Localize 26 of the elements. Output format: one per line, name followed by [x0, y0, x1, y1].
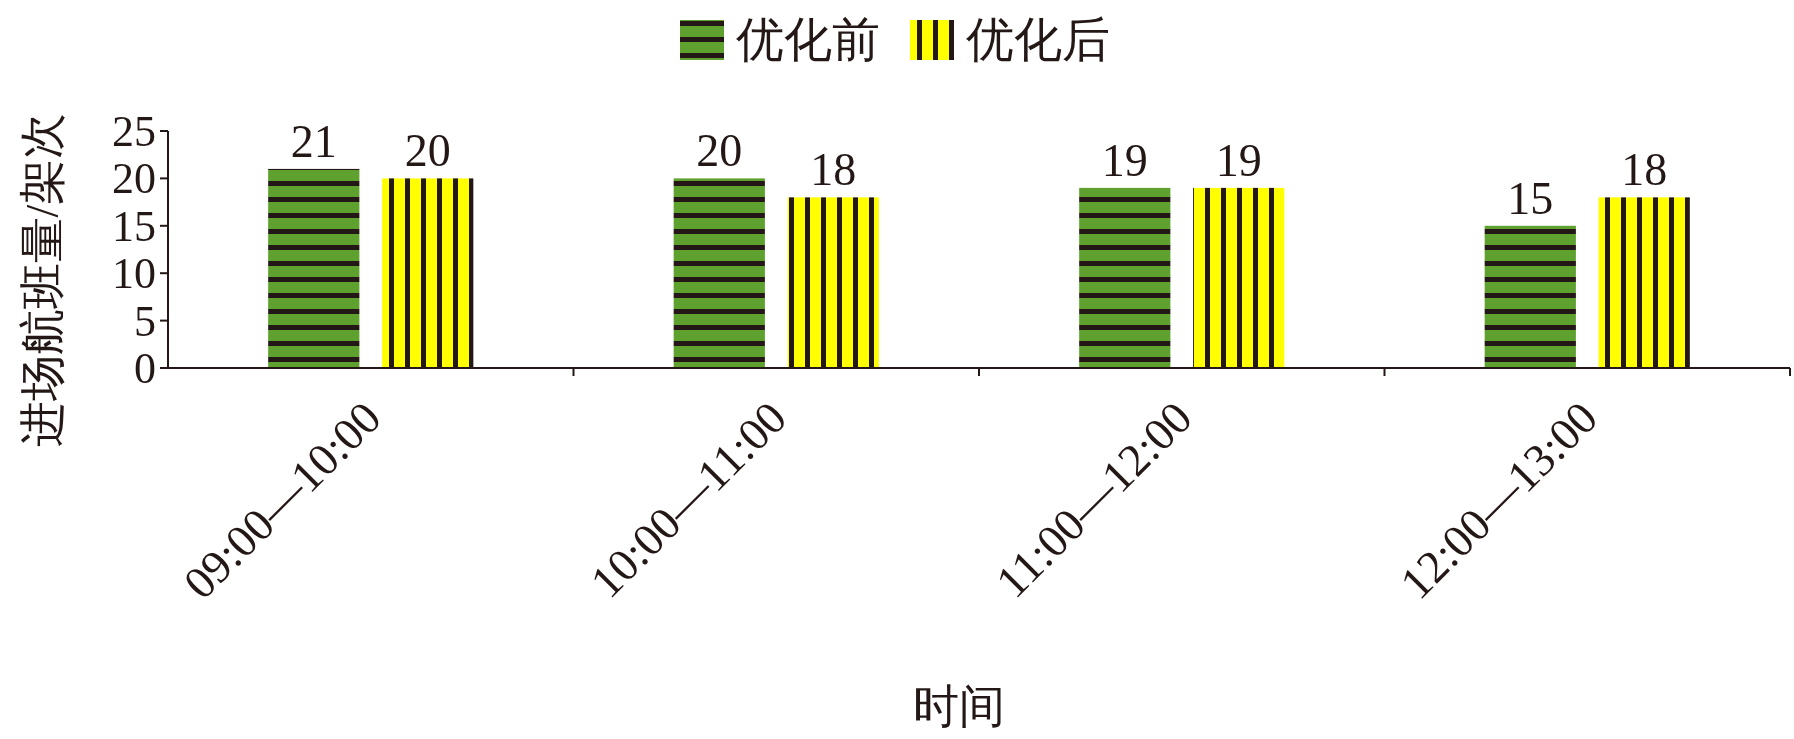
- data-label: 18: [1621, 144, 1668, 196]
- y-axis-title: 进场航班量/架次: [17, 112, 68, 448]
- legend-label: 优化前: [736, 13, 880, 66]
- bar: [673, 178, 765, 368]
- y-tick-label: 25: [112, 107, 156, 156]
- y-tick-label: 15: [112, 201, 156, 251]
- data-label: 20: [696, 125, 743, 177]
- x-axis-title: 时间: [913, 681, 1005, 732]
- data-label: 15: [1507, 172, 1554, 224]
- bar: [1079, 187, 1171, 368]
- data-label: 19: [1101, 134, 1148, 186]
- y-tick-label: 0: [134, 344, 156, 393]
- bar: [1193, 187, 1285, 368]
- legend-label: 优化后: [966, 13, 1110, 66]
- data-label: 19: [1215, 134, 1262, 186]
- bar: [1598, 197, 1690, 368]
- data-label: 20: [404, 125, 451, 177]
- bar: [1484, 225, 1576, 368]
- data-label: 21: [290, 115, 337, 167]
- y-tick-label: 10: [112, 249, 156, 299]
- bar: [268, 168, 360, 368]
- data-label: 18: [810, 144, 857, 196]
- bar: [382, 178, 474, 368]
- y-tick-label: 20: [112, 154, 156, 204]
- y-tick-label: 5: [134, 296, 156, 346]
- bar: [787, 197, 879, 368]
